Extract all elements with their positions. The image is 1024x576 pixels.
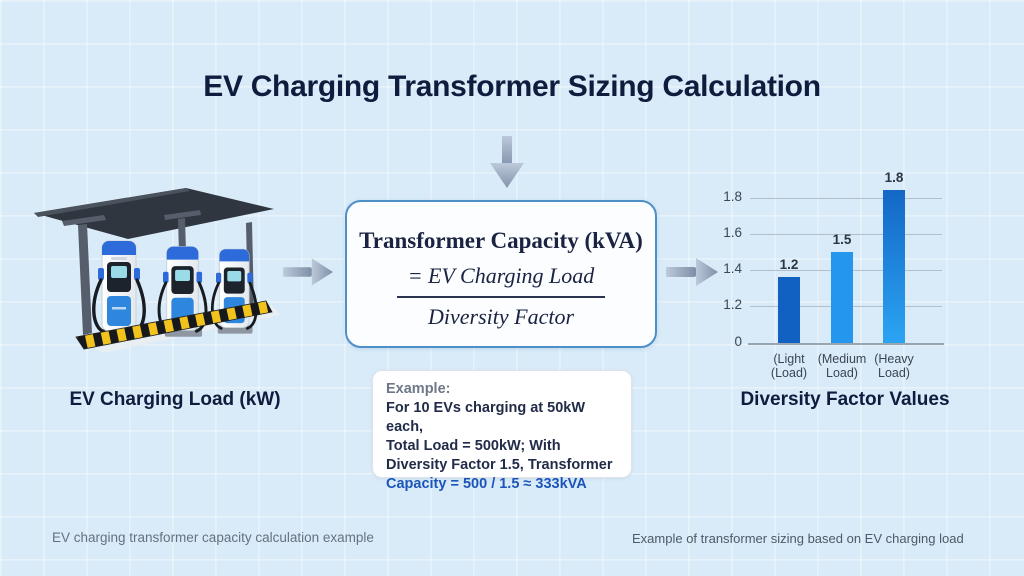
example-box: Example: For 10 EVs charging at 50kW eac… <box>372 370 632 492</box>
y-tick-label: 1.8 <box>723 189 742 204</box>
diversity-factor-chart: 0 1.2 1.4 1.6 1.8 1.2 1.5 1.8 (Light (Load) (Med… <box>710 168 980 393</box>
bar-2 <box>831 252 853 343</box>
formula-denominator: Diversity Factor <box>427 304 575 329</box>
x-category-label: (Light (Load) <box>770 352 808 380</box>
ev-charger-2 <box>157 246 208 337</box>
grid-line <box>750 198 942 199</box>
y-tick-label: 0 <box>734 334 742 349</box>
bar-3 <box>883 190 905 343</box>
example-line-2: Total Load = 500kW; With <box>386 438 561 454</box>
formula-numerator: = EV Charging Load <box>407 263 595 288</box>
formula-box: Transformer Capacity (kVA) = EV Charging… <box>345 200 657 348</box>
page-title: EV Charging Transformer Sizing Calculati… <box>203 70 821 103</box>
grid-line <box>750 234 942 235</box>
fraction-divider-line <box>397 296 605 298</box>
footer-caption-right: Example of transformer sizing based on E… <box>632 531 964 546</box>
ev-charging-load-label: EV Charging Load (kW) <box>69 389 281 410</box>
chart-title: Diversity Factor Values <box>740 389 950 410</box>
bar-value-label: 1.8 <box>884 170 904 185</box>
hazard-curb <box>75 300 273 350</box>
ev-charging-station-illustration <box>34 188 280 353</box>
bar-value-label: 1.5 <box>832 232 852 247</box>
bar-value-label: 1.2 <box>779 257 799 272</box>
example-line-3: Diversity Factor 1.5, Transformer <box>386 457 613 473</box>
arrow-right-icon-right <box>666 258 718 286</box>
arrow-down-icon <box>490 136 524 188</box>
x-category-label: (Medium Load) <box>817 352 867 380</box>
ev-charger-1 <box>92 240 146 338</box>
x-axis: (Light (Load) (Medium Load) (Heavy Load) <box>748 352 944 388</box>
y-tick-label: 1.6 <box>723 225 742 240</box>
x-axis-line <box>748 343 944 345</box>
example-heading: Example: <box>386 381 451 397</box>
canopy-roof <box>34 188 274 239</box>
bar-1 <box>778 277 800 343</box>
footer-caption-left: EV charging transformer capacity calcula… <box>52 530 374 545</box>
formula-heading: Transformer Capacity (kVA) <box>359 228 643 253</box>
y-tick-label: 1.2 <box>723 297 742 312</box>
example-result: Capacity = 500 / 1.5 ≈ 333kVA <box>386 476 587 492</box>
y-tick-label: 1.4 <box>723 261 742 276</box>
x-category-label: (Heavy Load) <box>874 352 914 380</box>
chart-plot-area: 1.2 1.5 1.8 <box>748 168 944 346</box>
y-axis: 0 1.2 1.4 1.6 1.8 <box>710 168 744 353</box>
example-line-1: For 10 EVs charging at 50kW each, <box>386 400 586 435</box>
arrow-right-icon-left <box>283 258 333 286</box>
